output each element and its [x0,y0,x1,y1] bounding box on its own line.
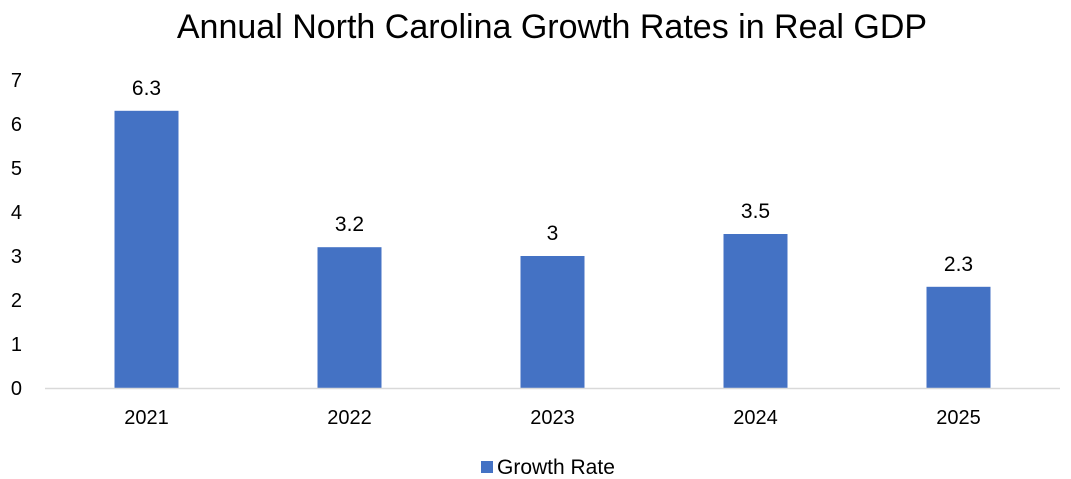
y-tick-label: 1 [11,334,22,356]
data-label-2024: 3.5 [741,200,770,223]
bar-2023 [520,256,585,388]
x-tick-label-2022: 2022 [327,407,372,429]
data-label-2021: 6.3 [132,77,161,100]
data-labels: 6.3 3.2 3 3.5 2.3 [132,77,973,276]
bar-2024 [723,234,788,388]
bar-2025 [926,286,991,388]
legend-swatch [481,461,493,473]
y-tick-label: 4 [11,202,22,224]
y-tick-label: 0 [11,378,22,400]
x-tick-label-2023: 2023 [530,407,575,429]
data-label-2022: 3.2 [335,213,364,236]
chart-title: Annual North Carolina Growth Rates in Re… [177,8,927,46]
data-label-2025: 2.3 [944,253,973,276]
y-tick-label: 7 [11,70,22,92]
y-tick-label: 2 [11,290,22,312]
y-tick-label: 5 [11,158,22,180]
bar-2022 [317,247,382,388]
bar-2021 [114,110,179,389]
y-axis-ticks: 0 1 2 3 4 5 6 7 [11,70,22,400]
x-axis-ticks: 2021 2022 2023 2024 2025 [124,407,981,429]
bar-series [114,110,991,389]
y-tick-label: 6 [11,114,22,136]
x-tick-label-2024: 2024 [733,407,778,429]
data-label-2023: 3 [547,222,559,245]
legend: Growth Rate [481,456,615,479]
legend-label-growth-rate: Growth Rate [497,456,615,479]
x-tick-label-2025: 2025 [936,407,981,429]
y-tick-label: 3 [11,246,22,268]
x-tick-label-2021: 2021 [124,407,169,429]
